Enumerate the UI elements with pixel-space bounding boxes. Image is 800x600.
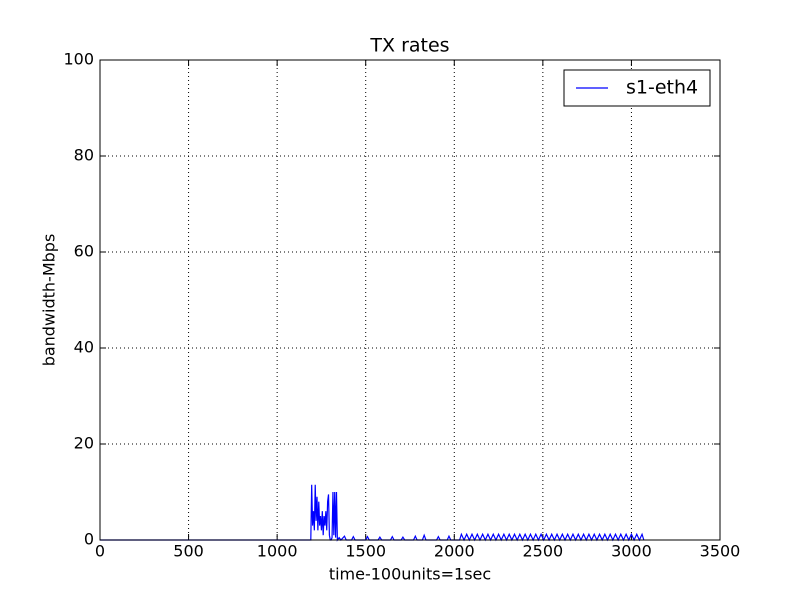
- x-axis-label: time-100units=1sec: [329, 565, 491, 584]
- x-tick-label: 0: [95, 542, 105, 561]
- x-tick-label: 500: [173, 542, 204, 561]
- y-tick-label: 20: [74, 434, 94, 453]
- chart-title: TX rates: [369, 35, 449, 57]
- y-tick-label: 100: [63, 50, 94, 69]
- x-tick-label: 3500: [700, 542, 741, 561]
- y-tick-label: 80: [74, 146, 94, 165]
- y-axis-label: bandwidth-Mbps: [40, 234, 59, 367]
- plot-frame: [99, 59, 721, 541]
- x-tick-label: 1000: [257, 542, 298, 561]
- x-tick-label: 2000: [434, 542, 475, 561]
- y-tick-label: 0: [84, 530, 94, 549]
- data-line: [100, 484, 645, 542]
- y-tick-label: 60: [74, 242, 94, 261]
- x-tick-label: 2500: [522, 542, 563, 561]
- legend-label: s1-eth4: [626, 77, 698, 99]
- x-tick-label: 3000: [611, 542, 652, 561]
- y-tick-label: 40: [74, 338, 94, 357]
- x-tick-label: 1500: [345, 542, 386, 561]
